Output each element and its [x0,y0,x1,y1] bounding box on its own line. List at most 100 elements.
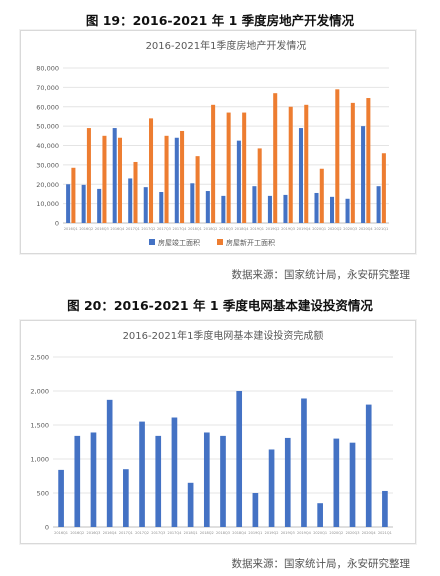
bar [117,137,122,223]
chart-title: 2016-2021年1季度房地产开发情况 [146,39,307,52]
y-tick-label: 20,000 [36,181,59,189]
bar [242,112,247,223]
bar [187,482,194,527]
x-tick-label: 2016Q4 [110,227,125,231]
bar [298,128,303,223]
y-tick-label: 10,000 [36,200,59,208]
bar [139,421,145,527]
bar [304,104,309,223]
bar [180,130,185,223]
x-tick-label: 2020Q1 [312,227,326,231]
y-tick-label: 50,000 [36,123,59,131]
grid-investment-bar-chart: 2016-2021年1季度电网基本建设投资完成额 0 500 1,000 1,500 2,… [30,329,393,535]
bar [143,187,148,223]
bar [283,194,288,223]
x-tick-label: 2016Q4 [103,531,118,535]
bar [236,391,243,527]
bar [268,449,275,527]
bar [267,195,272,223]
x-tick-label: 2018Q2 [200,531,214,535]
bar [123,469,129,527]
x-tick-label: 2018Q2 [204,227,218,231]
x-tick-label: 2017Q2 [141,227,155,231]
x-tick-label: 2021Q1 [378,531,392,535]
x-tick-label: 2016Q2 [79,227,93,231]
x-tick-label: 2020Q2 [328,227,342,231]
y-tick-label: 80,000 [36,65,59,73]
bar [226,112,231,223]
x-tick-label: 2016Q3 [95,227,109,231]
x-tick-label: 2020Q4 [359,227,374,231]
x-tick-label: 2016Q1 [64,227,78,231]
x-tick-label: 2018Q3 [216,531,230,535]
x-tick-label: 2017Q1 [119,531,133,535]
bar [74,435,81,527]
bar [314,192,319,223]
y-tick-label: 2,000 [30,388,49,396]
bar [350,102,355,223]
bar [66,184,71,223]
bar [349,442,356,527]
bar [195,156,200,223]
bar [288,106,293,223]
bar [330,196,335,223]
x-tick-label: 2020Q3 [343,227,357,231]
x-tick-label: 2019Q2 [266,227,280,231]
chart-panel-real-estate: 2016-2021年1季度房地产开发情况 0 10,000 20,000 30,000 4… [20,30,416,254]
figure-20-source: 数据来源：国家统计局，永安研究整理 [231,558,411,570]
x-tick-label: 2020Q2 [329,531,343,535]
x-tick-label: 2017Q4 [172,227,187,231]
x-tick-label: 2019Q2 [265,531,279,535]
x-tick-label: 2018Q3 [219,227,233,231]
bar [273,93,278,223]
figure-19-source: 数据来源：国家统计局，永安研究整理 [231,269,411,281]
x-tick-label: 2018Q4 [232,531,247,535]
x-tick-label: 2018Q1 [188,227,202,231]
x-tick-label: 2019Q1 [248,531,262,535]
bar [317,503,323,527]
y-tick-label: 0 [45,524,49,532]
y-tick-label: 70,000 [36,84,59,92]
x-tick-label: 2017Q1 [126,227,140,231]
bar [345,198,350,223]
legend-label: 房屋新开工面积 [226,238,275,247]
x-tick-label: 2016Q3 [87,531,101,535]
y-tick-label: 0 [55,220,59,228]
y-tick-label: 30,000 [36,161,59,169]
bar [382,490,388,527]
real-estate-bar-chart: 2016-2021年1季度房地产开发情况 0 10,000 20,000 30,000 4… [36,39,389,247]
bar [164,135,169,223]
bar [190,183,195,223]
bar [220,435,226,527]
bar [112,128,117,223]
bar [159,192,164,223]
x-tick-label: 2020Q4 [362,531,377,535]
bar [211,104,216,223]
bar [133,161,138,223]
x-tick-label: 2018Q4 [235,227,250,231]
bar [149,118,154,223]
bar [174,137,179,223]
x-tick-label: 2017Q4 [167,531,182,535]
bar [97,188,102,223]
bar [381,153,386,223]
bar [252,186,257,223]
chart-title: 2016-2021年1季度电网基本建设投资完成额 [123,329,324,342]
bar [203,432,210,527]
bar [376,186,381,223]
x-tick-label: 2018Q1 [184,531,198,535]
bar [333,438,340,527]
bar [366,98,371,223]
x-tick-label: 2021Q1 [374,227,388,231]
bar [86,128,91,223]
bar [81,184,86,223]
x-tick-label: 2016Q1 [54,531,68,535]
figure-20-heading: 图 20：2016-2021 年 1 季度电网基本建设投资情况 [67,298,373,313]
x-tick-label: 2017Q2 [135,531,149,535]
x-tick-label: 2017Q3 [151,531,165,535]
bar [106,399,113,527]
bar [252,493,259,527]
x-tick-label: 2020Q3 [346,531,360,535]
y-tick-label: 60,000 [36,103,59,111]
x-tick-label: 2019Q4 [297,227,312,231]
